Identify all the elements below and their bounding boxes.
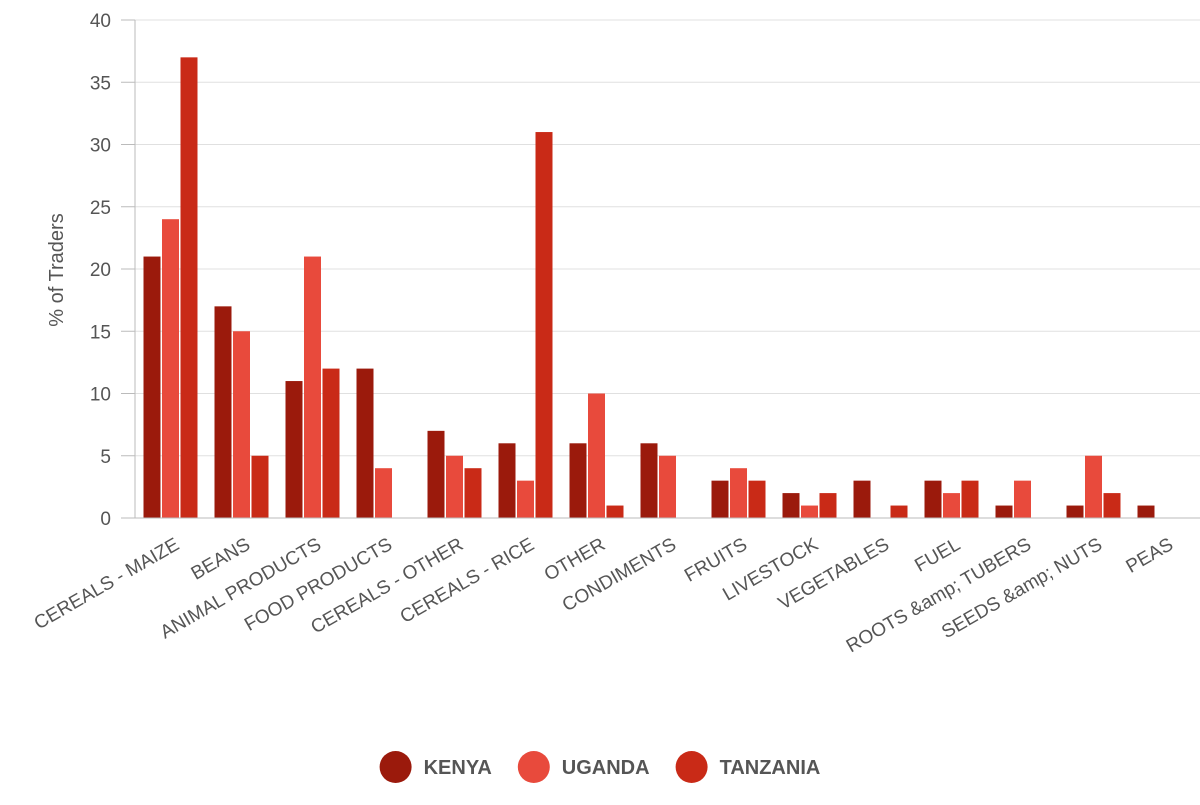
bar-kenya xyxy=(853,480,871,518)
y-axis-title: % of Traders xyxy=(46,213,68,326)
bar-kenya xyxy=(995,505,1013,518)
legend-item-tanzania[interactable]: TANZANIA xyxy=(675,751,821,783)
bar-kenya xyxy=(782,493,800,518)
bar-kenya xyxy=(1066,505,1084,518)
bar-kenya xyxy=(356,368,374,518)
bar-tanzania xyxy=(748,480,766,518)
bar-kenya xyxy=(427,430,445,518)
bar-uganda xyxy=(446,455,463,518)
bar-tanzania xyxy=(535,132,553,519)
x-tick-label: PEAS xyxy=(1123,534,1177,578)
y-tick-label: 10 xyxy=(90,385,111,406)
legend-swatch xyxy=(379,751,412,783)
legend: KENYA UGANDA TANZANIA xyxy=(379,751,821,783)
bar-kenya xyxy=(214,306,232,518)
bar-kenya xyxy=(1137,505,1155,518)
bar-uganda xyxy=(730,468,747,518)
bar-uganda xyxy=(659,455,676,518)
y-tick-label: 40 xyxy=(90,11,111,32)
legend-swatch xyxy=(675,751,708,783)
bar-tanzania xyxy=(464,468,482,518)
bar-tanzania xyxy=(180,57,198,518)
y-tick-label: 25 xyxy=(90,198,111,219)
bar-uganda xyxy=(233,331,250,518)
bar-uganda xyxy=(304,256,321,518)
bar-tanzania xyxy=(819,493,837,518)
y-tick-label: 15 xyxy=(90,322,111,343)
legend-label: KENYA xyxy=(424,757,492,779)
bar-kenya xyxy=(924,480,942,518)
bar-tanzania xyxy=(1103,493,1121,518)
bar-kenya xyxy=(640,443,658,518)
bar-uganda xyxy=(801,505,818,518)
x-tick-label: CEREALS - MAIZE xyxy=(31,534,183,634)
bar-uganda xyxy=(1014,480,1031,518)
legend-swatch xyxy=(517,751,550,783)
bar-uganda xyxy=(588,393,605,518)
y-tick-label: 0 xyxy=(100,509,111,530)
bar-tanzania xyxy=(606,505,624,518)
y-tick-label: 20 xyxy=(90,260,111,281)
bar-kenya xyxy=(143,256,161,518)
legend-item-kenya[interactable]: KENYA xyxy=(379,751,492,783)
y-tick-label: 5 xyxy=(100,447,111,468)
legend-item-uganda[interactable]: UGANDA xyxy=(517,751,650,783)
x-tick-label: FUEL xyxy=(911,534,964,576)
bar-uganda xyxy=(943,493,960,518)
bar-kenya xyxy=(498,443,516,518)
y-axis-ticks: 0 5 10 15 20 25 30 35 40 xyxy=(90,11,135,530)
bars xyxy=(143,57,1155,519)
bar-kenya xyxy=(569,443,587,518)
y-tick-label: 30 xyxy=(90,136,111,157)
bar-uganda xyxy=(375,468,392,518)
bar-kenya xyxy=(285,381,303,518)
bar-tanzania xyxy=(961,480,979,518)
bar-uganda xyxy=(1085,455,1102,518)
legend-label: TANZANIA xyxy=(720,757,821,779)
y-tick-label: 35 xyxy=(90,73,111,94)
x-tick-label: CEREALS - RICE xyxy=(397,534,538,628)
bar-tanzania xyxy=(322,368,340,518)
bar-tanzania xyxy=(251,455,269,518)
bar-uganda xyxy=(517,480,534,518)
bar-tanzania xyxy=(890,505,908,518)
axes xyxy=(134,20,1200,519)
bar-uganda xyxy=(162,219,179,518)
legend-label: UGANDA xyxy=(562,757,650,779)
bar-kenya xyxy=(711,480,729,518)
